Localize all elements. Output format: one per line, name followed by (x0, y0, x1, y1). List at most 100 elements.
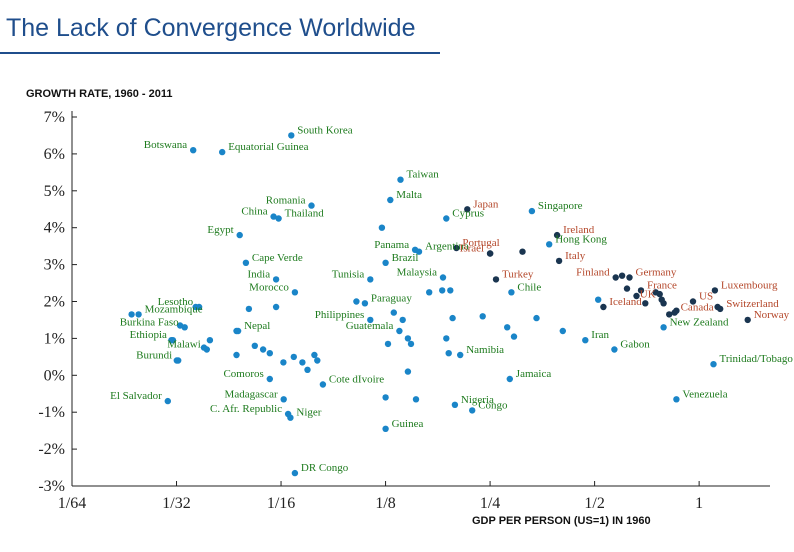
data-point (415, 248, 423, 255)
data-point (304, 366, 311, 373)
y-tick-label: 6% (44, 146, 65, 163)
data-point (251, 342, 258, 349)
data-point (219, 148, 226, 156)
point-label: New Zealand (670, 316, 729, 328)
data-point (384, 340, 392, 348)
point-label: South Korea (297, 124, 352, 136)
point-label: Guinea (392, 418, 424, 430)
point-labels: South Korea Botswana Equatorial Guinea Taiw… (110, 124, 793, 474)
point-label: Israel (460, 243, 484, 255)
data-point (314, 357, 321, 364)
data-point (658, 296, 665, 303)
point-label: DR Congo (301, 462, 349, 474)
data-point (195, 303, 203, 311)
point-label: C. Afr. Republic (210, 403, 282, 415)
point-label: Japan (473, 198, 499, 210)
x-tick-label: 1 (695, 495, 703, 512)
point-label: Morocco (249, 281, 289, 293)
y-tick-label: 7% (44, 109, 65, 126)
data-point (443, 335, 450, 342)
x-tick-label: 1/32 (162, 495, 190, 512)
data-point (486, 250, 494, 257)
data-point (710, 361, 717, 368)
point-label: Niger (296, 407, 321, 419)
data-point (382, 259, 389, 266)
point-label: Finland (576, 267, 610, 279)
data-point (660, 324, 667, 331)
data-point (290, 353, 297, 361)
point-label: Mozambique (145, 303, 203, 315)
point-label: Jamaica (516, 368, 552, 380)
x-tick-label: 1/64 (58, 495, 86, 512)
point-label: Egypt (207, 224, 233, 236)
point-label: Ethiopia (130, 329, 167, 341)
data-point (275, 215, 282, 222)
data-point (553, 231, 561, 239)
data-point (426, 289, 433, 296)
data-point (510, 333, 518, 340)
data-point (618, 272, 626, 279)
chart-title: The Lack of Convergence Worldwide (6, 14, 416, 42)
data-point (361, 300, 369, 307)
data-point (270, 213, 277, 220)
data-point (128, 311, 135, 318)
point-label: Switzerland (726, 298, 779, 310)
data-point (353, 298, 360, 305)
point-label: Iran (591, 329, 609, 341)
data-point (445, 350, 452, 357)
data-point (233, 351, 240, 359)
data-points (128, 132, 751, 477)
data-point (633, 292, 640, 300)
data-point (519, 248, 526, 255)
data-point (453, 244, 460, 252)
data-point (457, 351, 464, 359)
data-point (390, 309, 397, 316)
data-point (164, 397, 171, 405)
data-point (546, 241, 553, 248)
data-point (439, 287, 446, 294)
point-label: Philippines (315, 309, 365, 321)
x-tick-label: 1/4 (480, 495, 500, 512)
data-point (367, 276, 374, 283)
data-point (508, 289, 515, 296)
data-point (236, 231, 243, 239)
data-point (396, 327, 403, 335)
data-point (288, 132, 295, 139)
point-label: US (699, 291, 713, 303)
y-tick-label: 0% (44, 367, 65, 384)
y-tick-label: -1% (38, 404, 65, 421)
point-label: Cyprus (452, 208, 484, 220)
data-point (280, 359, 287, 366)
data-point (744, 316, 751, 324)
data-point (175, 357, 182, 364)
point-label: Lesotho (158, 296, 194, 308)
point-label: Iceland (609, 296, 642, 308)
y-tick-label: 1% (44, 330, 65, 347)
data-point (689, 298, 697, 305)
point-label: Nepal (244, 320, 270, 332)
axes: -3% -2% -1% 0% 1% 2% 3% 4% 5% 6% 7% 1/64 1/32 1/16 1/8… (38, 109, 770, 512)
point-label: Singapore (538, 200, 583, 212)
data-point (711, 287, 719, 294)
data-point (266, 375, 273, 383)
y-axis-title: GROWTH RATE, 1960 - 2011 (26, 88, 173, 100)
data-point (464, 206, 471, 213)
data-point (623, 285, 631, 292)
data-point (449, 314, 456, 322)
data-point (443, 215, 450, 222)
point-label: Comoros (223, 368, 263, 380)
point-label: Paraguay (371, 292, 412, 304)
data-point (367, 316, 374, 324)
data-point (259, 346, 267, 353)
data-point (504, 324, 511, 331)
data-point (533, 314, 540, 322)
point-label: Brazil (392, 252, 419, 264)
data-point (595, 296, 602, 303)
data-point (135, 311, 142, 318)
data-point (656, 290, 663, 298)
point-label: El Salvador (110, 390, 162, 402)
y-tick-label: 2% (44, 294, 65, 311)
y-tick-label: -2% (38, 441, 65, 458)
title-underline (0, 52, 440, 54)
data-point (308, 202, 315, 209)
